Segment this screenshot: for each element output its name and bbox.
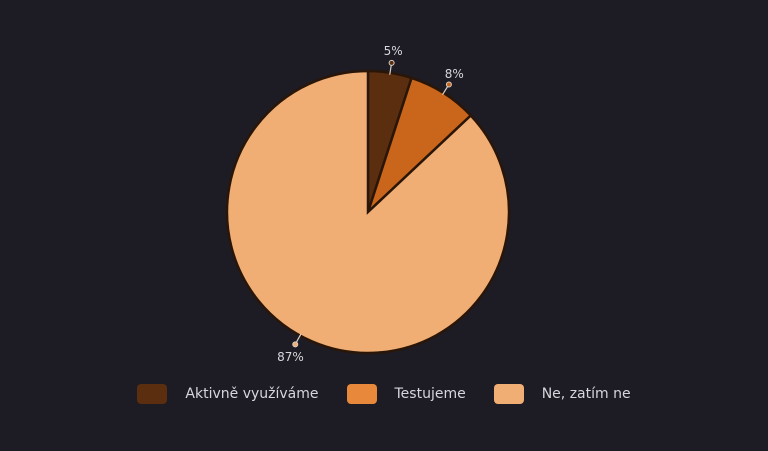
legend-label: Ne, zatím ne — [541, 386, 631, 402]
legend-swatch — [493, 384, 524, 404]
leader-dot — [445, 81, 452, 88]
legend-label: Testujeme — [394, 386, 466, 402]
legend-item-aktivne[interactable]: Aktivně využíváme — [137, 384, 319, 404]
legend: Aktivně využíváme Testujeme Ne, zatím ne — [0, 384, 768, 404]
pie-slice[interactable] — [225, 69, 511, 355]
data-label: 8% — [445, 67, 464, 81]
leader-dot — [388, 59, 395, 66]
legend-swatch — [346, 384, 377, 404]
legend-swatch — [137, 384, 168, 404]
legend-item-ne-zatim-ne[interactable]: Ne, zatím ne — [493, 384, 631, 404]
data-label: 87% — [277, 350, 304, 364]
leader-dot — [292, 341, 299, 348]
legend-label: Aktivně využíváme — [185, 386, 319, 402]
data-label: 5% — [384, 44, 403, 58]
legend-item-testujeme[interactable]: Testujeme — [346, 384, 466, 404]
